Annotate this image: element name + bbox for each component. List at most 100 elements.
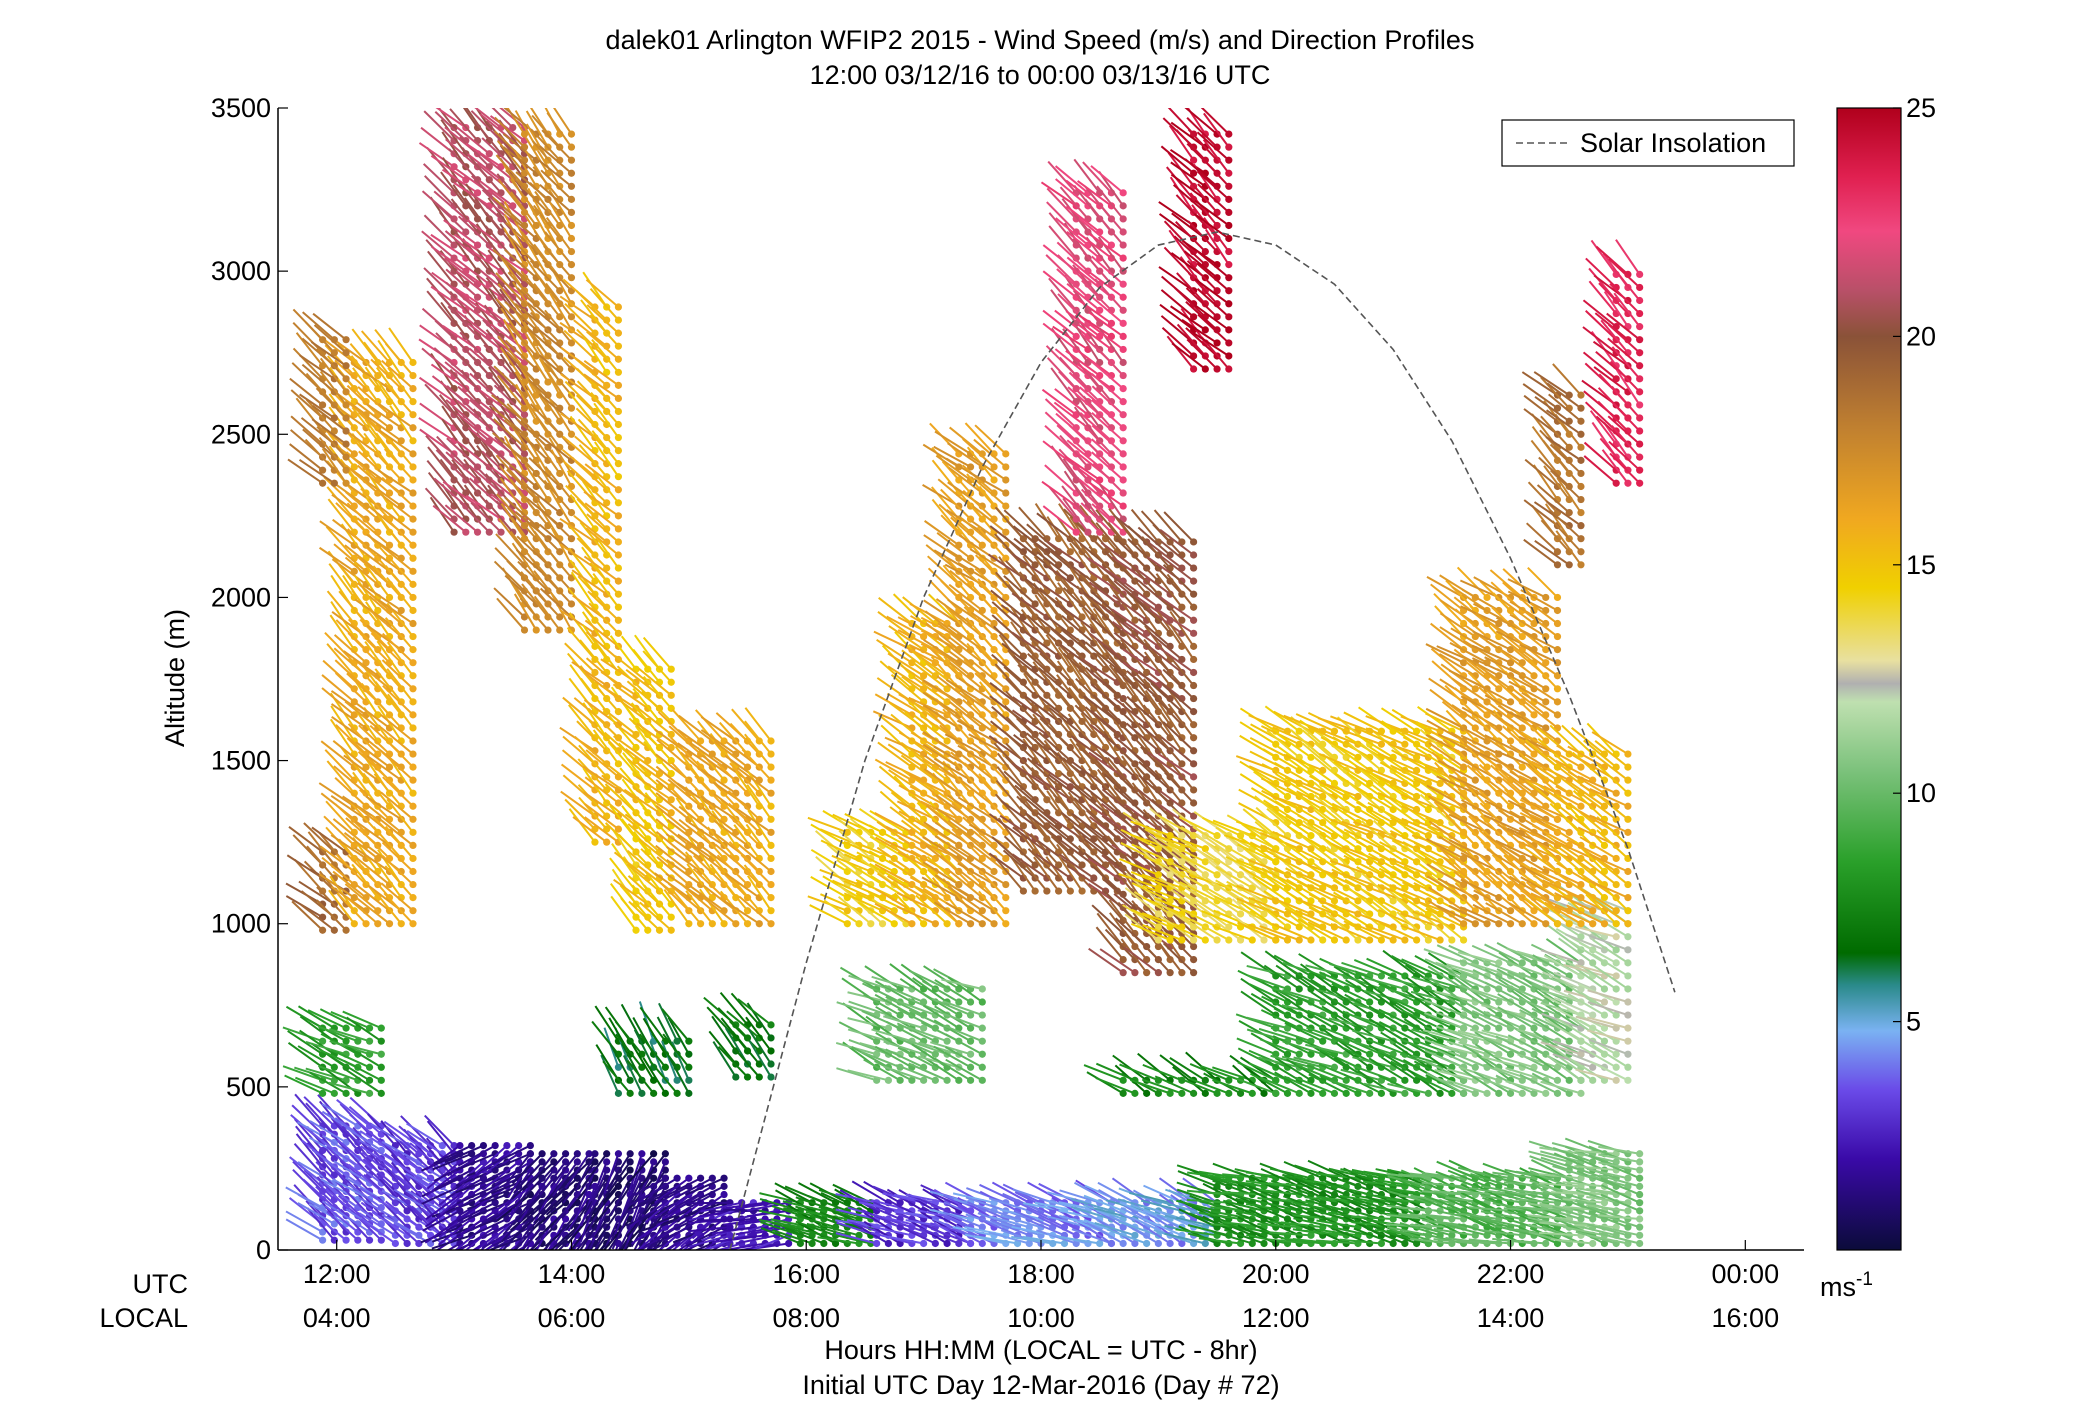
wind-barb-point [1119, 1089, 1127, 1097]
wind-barb-point [1542, 1089, 1550, 1097]
wind-barb-point [978, 1063, 986, 1071]
wind-barb-stick [333, 1160, 371, 1184]
wind-barb-point [342, 1089, 350, 1097]
wind-barb-point [1389, 1239, 1397, 1248]
wind-barb-stick [438, 1210, 473, 1238]
wind-barb-point [966, 1076, 975, 1084]
wind-barb-point [966, 1063, 975, 1071]
wind-barb-point [1107, 1239, 1116, 1248]
wind-barb-stick [390, 1153, 420, 1188]
wind-barb-stick [385, 1126, 420, 1155]
wind-barb-point [1143, 1089, 1151, 1097]
wind-barb-point [1612, 1063, 1620, 1071]
wind-barb-point [1636, 1190, 1644, 1199]
wind-barb-stick [446, 1242, 461, 1250]
wind-barb-point [515, 1141, 523, 1150]
wind-barb-point [391, 1199, 399, 1207]
wind-barb-point [931, 1239, 939, 1248]
wind-barb-point [415, 1239, 423, 1248]
wind-barb-stick [405, 1189, 443, 1212]
wind-barb-point [978, 1024, 986, 1032]
wind-barb-point [955, 1076, 963, 1084]
wind-barb-stick [400, 1115, 432, 1147]
wind-barb-point [573, 1150, 581, 1158]
wind-barb-point [626, 1166, 634, 1174]
wind-barb-point [978, 1050, 986, 1058]
wind-barb-point [1342, 1089, 1350, 1097]
wind-barb-stick [360, 1218, 396, 1245]
wind-barb-point [685, 1050, 693, 1058]
wind-barb-point [1518, 1089, 1526, 1097]
wind-barb-point [1636, 1207, 1644, 1215]
y-axis-label: Altitude (m) [160, 609, 190, 747]
wind-barb-point [767, 1021, 775, 1029]
wind-barb-point [884, 1076, 893, 1084]
wind-barb-point [1577, 1089, 1585, 1097]
wind-barb-point [365, 1063, 374, 1071]
wind-barb [945, 1058, 986, 1084]
wind-barb-point [614, 1089, 623, 1097]
wind-barb [309, 1120, 350, 1146]
wind-barb-point [1272, 1089, 1280, 1097]
wind-barb-point [931, 1076, 939, 1084]
wind-barb-point [661, 1158, 669, 1166]
wind-barb-point [1530, 1024, 1538, 1032]
wind-barb-point [708, 1174, 716, 1182]
wind-barb-point [1436, 1089, 1444, 1097]
wind-barb-point [1401, 1089, 1409, 1097]
wind-barb-point [1366, 998, 1374, 1006]
wind-barb-stick [326, 1145, 359, 1176]
wind-barb-stick [324, 1204, 359, 1233]
wind-barb-stick [723, 1208, 766, 1212]
wind-barb-point [573, 1158, 581, 1166]
wind-barb-stick [336, 1138, 371, 1168]
wind-barb-stick [421, 1190, 455, 1220]
wind-barb-point [638, 1150, 646, 1158]
wind-barb-point [1495, 1024, 1503, 1032]
wind-barb-stick [397, 1175, 432, 1204]
wind-barb-point [1366, 1063, 1374, 1071]
wind-barb-stick [348, 1105, 382, 1135]
wind-barb-point [330, 1063, 338, 1071]
wind-barb-stick [346, 1198, 382, 1225]
wind-barb-stick [346, 1182, 382, 1209]
wind-barb-point [767, 1060, 775, 1068]
wind-barb-point [638, 1089, 646, 1097]
wind-barb-stick [433, 1144, 473, 1165]
wind-barb-stick [393, 1188, 432, 1212]
wind-barb-stick [353, 1183, 383, 1217]
wind-barb-point [1624, 1076, 1632, 1084]
wind-barb-point [1319, 1089, 1327, 1097]
wind-barb-stick [336, 1099, 371, 1127]
wind-barb-point [1600, 1011, 1609, 1019]
wind-barb-point [1190, 1089, 1198, 1097]
wind-barb-point [1636, 1199, 1644, 1207]
wind-barb-point [377, 1024, 385, 1032]
wind-barb-stick [407, 1161, 443, 1188]
wind-barb-point [1565, 1037, 1573, 1045]
wind-barb-point [1248, 1089, 1256, 1097]
wind-barb-point [561, 1150, 570, 1158]
wind-barb-stick [847, 1069, 889, 1082]
wind-barb-point [1589, 1239, 1597, 1248]
wind-barb-stick [303, 1096, 336, 1127]
wind-barb-point [767, 1047, 775, 1055]
wind-barb-stick [308, 1202, 347, 1225]
wind-barb-point [785, 1239, 793, 1248]
wind-barb-point [978, 1037, 986, 1045]
wind-barb-point [661, 1089, 669, 1097]
wind-barb-stick [362, 1158, 397, 1188]
wind-barb [1203, 1072, 1245, 1097]
wind-barb-stick [431, 1234, 473, 1250]
wind-barb-stick [297, 1202, 335, 1225]
wind-barb-point [1542, 1239, 1550, 1248]
wind-barb-point [1459, 1089, 1468, 1097]
wind-barb-point [403, 1239, 411, 1248]
wind-barb-stick [321, 1103, 359, 1127]
wind-barb-point [1636, 1182, 1644, 1190]
wind-barb-stick [425, 1193, 461, 1221]
wind-barb-point [978, 985, 986, 993]
wind-barb-stick [292, 1160, 324, 1192]
wind-barb-point [1424, 1089, 1432, 1097]
wind-barb-stick [349, 1096, 382, 1127]
